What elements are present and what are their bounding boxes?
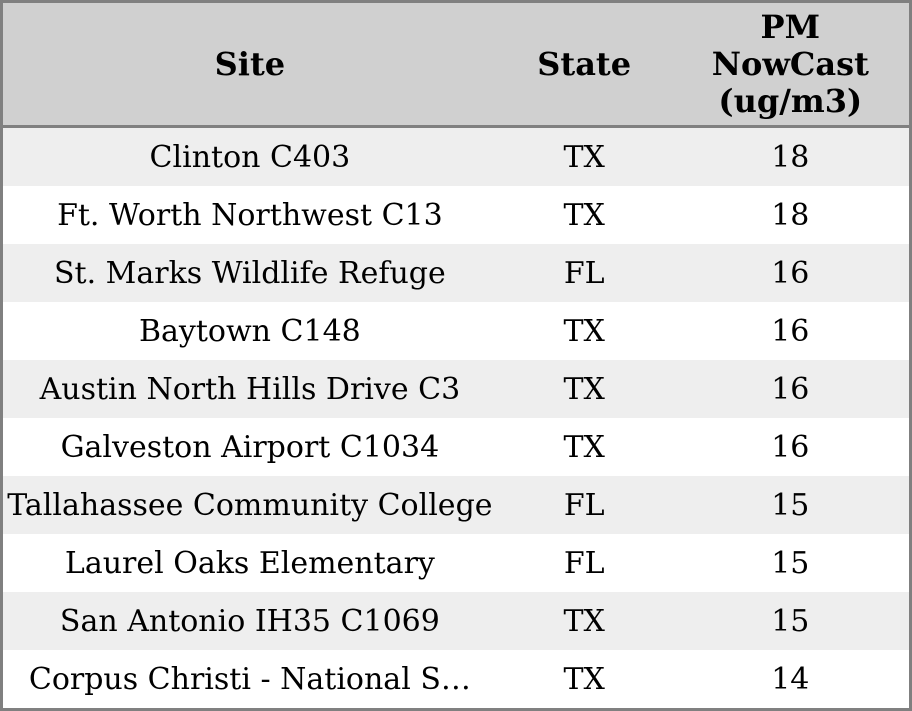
column-header-site: Site: [214, 45, 286, 83]
cell-state: FL: [563, 545, 605, 581]
table-row: Laurel Oaks Elementary FL 15: [3, 534, 909, 592]
cell-site: Galveston Airport C1034: [60, 429, 440, 465]
cell-state: TX: [563, 197, 605, 233]
cell-pm: 16: [771, 313, 810, 349]
column-header-pm-line1: PM: [760, 7, 821, 46]
cell-pm: 18: [771, 197, 810, 233]
cell-state: TX: [563, 139, 605, 175]
cell-pm: 16: [771, 371, 810, 407]
cell-pm: 15: [771, 487, 810, 523]
table-row: Clinton C403 TX 18: [3, 128, 909, 186]
cell-state: TX: [563, 603, 605, 639]
table-row: Galveston Airport C1034 TX 16: [3, 418, 909, 476]
cell-state: FL: [563, 255, 605, 291]
table-row: Ft. Worth Northwest C13 TX 18: [3, 186, 909, 244]
column-header-pm-line2: NowCast: [711, 44, 869, 83]
cell-site: Tallahassee Community College: [7, 487, 493, 523]
cell-site: Laurel Oaks Elementary: [64, 545, 435, 581]
table-row: Austin North Hills Drive C3 TX 16: [3, 360, 909, 418]
cell-site: St. Marks Wildlife Refuge: [54, 255, 446, 291]
cell-site: San Antonio IH35 C1069: [59, 603, 440, 639]
column-header-pm-line3: (ug/m3): [718, 81, 863, 120]
table-row: Tallahassee Community College FL 15: [3, 476, 909, 534]
table-row: San Antonio IH35 C1069 TX 15: [3, 592, 909, 650]
cell-pm: 16: [771, 255, 810, 291]
cell-state: TX: [563, 371, 605, 407]
table-body: Clinton C403 TX 18 Ft. Worth Northwest C…: [3, 128, 909, 708]
cell-site: Clinton C403: [149, 139, 351, 175]
cell-state: TX: [563, 661, 605, 697]
column-header-state: State: [537, 45, 632, 83]
table-row: Corpus Christi - National S… TX 14: [3, 650, 909, 708]
cell-site: Corpus Christi - National S…: [28, 661, 471, 697]
cell-site: Austin North Hills Drive C3: [39, 371, 461, 407]
table-row: St. Marks Wildlife Refuge FL 16: [3, 244, 909, 302]
cell-site: Baytown C148: [139, 313, 361, 349]
column-header-pm-nowcast: PM NowCast (ug/m3): [672, 7, 909, 120]
cell-pm: 18: [771, 139, 810, 175]
cell-state: TX: [563, 313, 605, 349]
table-header-row: Site State PM NowCast (ug/m3): [3, 3, 909, 128]
cell-state: FL: [563, 487, 605, 523]
cell-pm: 14: [771, 661, 810, 697]
cell-site: Ft. Worth Northwest C13: [57, 197, 443, 233]
table-row: Baytown C148 TX 16: [3, 302, 909, 360]
cell-pm: 16: [771, 429, 810, 465]
cell-state: TX: [563, 429, 605, 465]
cell-pm: 15: [771, 603, 810, 639]
cell-pm: 15: [771, 545, 810, 581]
